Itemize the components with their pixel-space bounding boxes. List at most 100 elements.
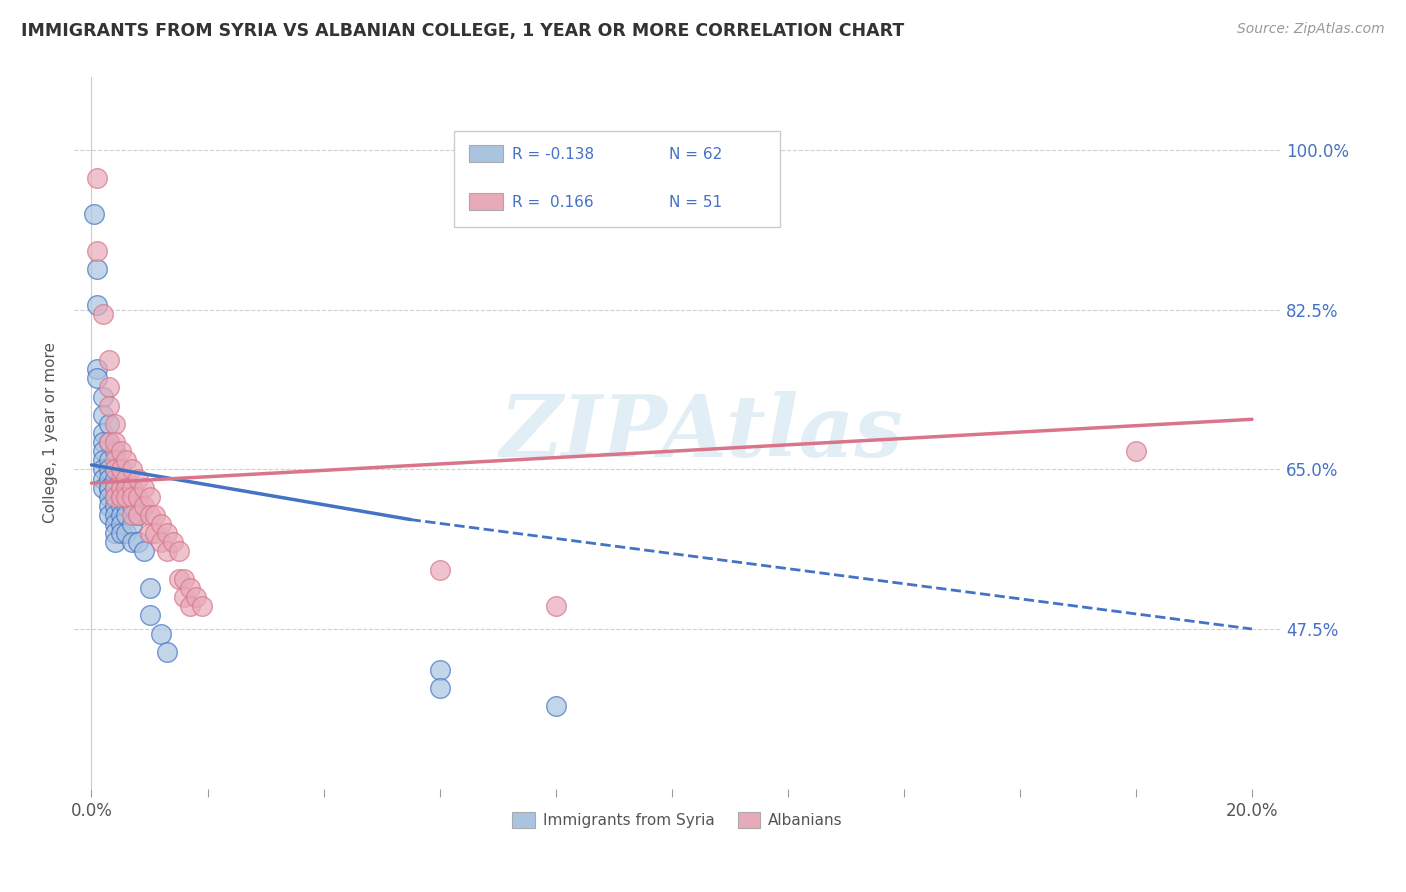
Point xyxy=(184,590,207,604)
Point xyxy=(86,261,108,276)
Point xyxy=(127,508,149,522)
Point xyxy=(138,581,160,595)
Point xyxy=(91,453,114,467)
Point xyxy=(115,481,138,495)
Point xyxy=(91,435,114,450)
FancyBboxPatch shape xyxy=(468,145,502,161)
Point xyxy=(104,462,127,476)
Point xyxy=(138,508,160,522)
Point xyxy=(110,481,132,495)
Point xyxy=(110,462,132,476)
Point xyxy=(97,353,120,368)
Point xyxy=(97,380,120,394)
Point xyxy=(143,508,166,522)
Point xyxy=(115,508,138,522)
Point xyxy=(110,490,132,504)
Point xyxy=(190,599,212,614)
Point xyxy=(138,526,160,541)
Point xyxy=(97,481,120,495)
Point xyxy=(127,472,149,486)
Point xyxy=(115,499,138,513)
Point xyxy=(127,535,149,549)
Point xyxy=(162,535,184,549)
Point xyxy=(121,490,143,504)
Point xyxy=(115,453,138,467)
Point xyxy=(121,508,143,522)
FancyBboxPatch shape xyxy=(468,193,502,210)
Text: N = 62: N = 62 xyxy=(669,147,723,162)
Point xyxy=(544,699,567,714)
Point xyxy=(115,481,138,495)
Point xyxy=(97,417,120,431)
Point xyxy=(104,453,127,467)
Point xyxy=(97,472,120,486)
Point xyxy=(104,481,127,495)
Text: IMMIGRANTS FROM SYRIA VS ALBANIAN COLLEGE, 1 YEAR OR MORE CORRELATION CHART: IMMIGRANTS FROM SYRIA VS ALBANIAN COLLEG… xyxy=(21,22,904,40)
Point xyxy=(91,444,114,458)
Point xyxy=(86,371,108,385)
Point xyxy=(429,663,451,677)
Point xyxy=(156,544,179,558)
Point xyxy=(86,362,108,376)
Text: Source: ZipAtlas.com: Source: ZipAtlas.com xyxy=(1237,22,1385,37)
Point xyxy=(91,390,114,404)
FancyBboxPatch shape xyxy=(454,131,780,227)
Point xyxy=(91,425,114,440)
Point xyxy=(97,490,120,504)
Point xyxy=(132,544,155,558)
Point xyxy=(156,645,179,659)
Point xyxy=(104,462,127,476)
Point xyxy=(91,308,114,322)
Point xyxy=(429,681,451,696)
Text: R = -0.138: R = -0.138 xyxy=(512,147,595,162)
Point xyxy=(179,599,201,614)
Point xyxy=(132,481,155,495)
Text: N = 51: N = 51 xyxy=(669,195,723,211)
Point xyxy=(104,490,127,504)
Point xyxy=(104,535,127,549)
Text: R =  0.166: R = 0.166 xyxy=(512,195,593,211)
Point xyxy=(83,207,105,221)
Point xyxy=(97,462,120,476)
Point xyxy=(104,526,127,541)
Point xyxy=(110,444,132,458)
Point xyxy=(97,453,120,467)
Point xyxy=(104,444,127,458)
Point xyxy=(544,599,567,614)
Point xyxy=(110,481,132,495)
Point xyxy=(150,517,173,532)
Point xyxy=(150,535,173,549)
Y-axis label: College, 1 year or more: College, 1 year or more xyxy=(44,343,58,524)
Point xyxy=(121,499,143,513)
Point xyxy=(167,544,190,558)
Point xyxy=(97,399,120,413)
Point xyxy=(97,481,120,495)
Point xyxy=(91,408,114,422)
Point xyxy=(121,517,143,532)
Point xyxy=(115,472,138,486)
Point xyxy=(115,472,138,486)
Point xyxy=(97,499,120,513)
Point xyxy=(104,462,127,476)
Point xyxy=(127,508,149,522)
Point xyxy=(104,417,127,431)
Point xyxy=(179,581,201,595)
Point xyxy=(127,490,149,504)
Point xyxy=(97,508,120,522)
Point xyxy=(110,490,132,504)
Point xyxy=(115,526,138,541)
Point xyxy=(150,626,173,640)
Point xyxy=(104,481,127,495)
Point xyxy=(104,517,127,532)
Point xyxy=(104,435,127,450)
Point xyxy=(110,526,132,541)
Point xyxy=(86,298,108,312)
Point xyxy=(1125,444,1147,458)
Point xyxy=(121,535,143,549)
Point xyxy=(86,170,108,185)
Point xyxy=(110,517,132,532)
Point xyxy=(121,462,143,476)
Point xyxy=(138,490,160,504)
Point xyxy=(110,499,132,513)
Point xyxy=(110,508,132,522)
